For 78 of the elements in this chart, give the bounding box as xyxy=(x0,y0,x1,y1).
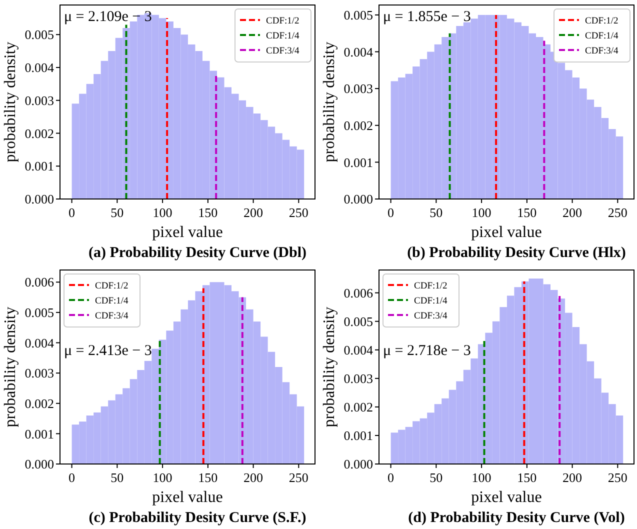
legend-label: CDF:3/4 xyxy=(95,311,129,322)
legend-label: CDF:1/2 xyxy=(414,281,448,292)
y-tick-label: 0.000 xyxy=(24,456,54,472)
y-tick-label: 0.005 xyxy=(344,7,373,22)
y-tick-label: 0.003 xyxy=(24,366,54,381)
x-tick-label: 200 xyxy=(562,470,582,485)
y-tick-label: 0.002 xyxy=(344,118,373,133)
y-tick-label: 0.005 xyxy=(344,314,373,329)
annotation: μ = 2.413e − 3 xyxy=(64,343,152,359)
x-tick-label: 250 xyxy=(288,205,308,220)
y-axis-title: probability density xyxy=(2,42,19,162)
annotation: μ = 1.855e − 3 xyxy=(383,9,471,25)
annotation: μ = 2.718e − 3 xyxy=(383,343,471,359)
y-tick-label: 0.002 xyxy=(24,126,54,141)
x-tick-label: 150 xyxy=(517,470,537,485)
x-tick-label: 0 xyxy=(388,470,394,485)
x-tick-label: 150 xyxy=(517,205,537,220)
legend-label: CDF:3/4 xyxy=(585,46,619,56)
annotation: μ = 2.109e − 3 xyxy=(64,9,152,25)
text: (b) Probability Desity Curve (Hlx) xyxy=(407,245,626,261)
y-tick-label: 0.002 xyxy=(344,399,373,414)
x-tick-label: 0 xyxy=(388,205,394,220)
legend-label: CDF:1/2 xyxy=(95,281,129,292)
legend-label: CDF:1/4 xyxy=(266,31,300,42)
y-axis-title: probability density xyxy=(321,306,338,428)
y-tick-label: 0.006 xyxy=(24,274,54,290)
legend-label: CDF:1/4 xyxy=(414,296,448,306)
y-tick-label: 0.005 xyxy=(24,304,54,320)
legend-label: CDF:1/2 xyxy=(266,16,300,26)
text: (c) Probability Desity Curve (S.F.) xyxy=(88,510,306,526)
x-tick-label: 200 xyxy=(562,205,582,220)
x-tick-label: 200 xyxy=(244,205,264,220)
text: (d) Probability Desity Curve (Vol) xyxy=(408,510,625,526)
legend-label: CDF:1/4 xyxy=(585,31,619,42)
y-tick-label: 0.003 xyxy=(24,92,54,108)
x-tick-label: 100 xyxy=(152,205,172,220)
x-tick-label: 50 xyxy=(430,470,443,485)
x-tick-label: 200 xyxy=(244,470,264,485)
y-tick-label: 0.006 xyxy=(344,285,374,300)
x-tick-label: 100 xyxy=(472,470,492,485)
y-tick-label: 0.004 xyxy=(24,335,54,350)
x-tick-label: 50 xyxy=(430,205,443,220)
y-tick-label: 0.005 xyxy=(24,27,54,42)
y-tick-label: 0.003 xyxy=(344,370,373,386)
text: (a) Probability Desity Curve (Dbl) xyxy=(88,245,307,261)
x-tick-label: 250 xyxy=(288,470,308,485)
y-tick-label: 0.001 xyxy=(344,154,373,170)
legend-label: CDF:3/4 xyxy=(414,311,448,322)
y-tick-label: 0.004 xyxy=(344,44,374,60)
x-tick-label: 250 xyxy=(608,205,628,220)
x-tick-label: 0 xyxy=(68,470,76,485)
legend-label: CDF:1/2 xyxy=(585,16,619,26)
y-tick-label: 0.001 xyxy=(344,428,373,444)
x-axis-title: pixel value xyxy=(152,224,223,241)
x-tick-label: 0 xyxy=(68,205,76,220)
x-axis-title: pixel value xyxy=(471,224,542,241)
legend-label: CDF:3/4 xyxy=(266,46,300,56)
x-tick-label: 250 xyxy=(608,470,628,485)
x-tick-label: 150 xyxy=(198,470,218,485)
x-tick-label: 150 xyxy=(198,205,218,220)
y-tick-label: 0.002 xyxy=(24,396,54,411)
y-tick-label: 0.001 xyxy=(24,426,54,442)
y-tick-label: 0.000 xyxy=(344,456,373,472)
y-tick-label: 0.000 xyxy=(344,192,373,207)
y-tick-label: 0.004 xyxy=(344,342,374,358)
y-tick-label: 0.004 xyxy=(24,60,54,76)
x-axis-title: pixel value xyxy=(152,489,223,506)
x-tick-label: 100 xyxy=(472,205,492,220)
legend-label: CDF:1/4 xyxy=(95,296,129,306)
x-axis-title: pixel value xyxy=(471,489,542,506)
y-tick-label: 0.000 xyxy=(24,192,54,207)
y-tick-label: 0.001 xyxy=(24,158,54,174)
x-tick-label: 100 xyxy=(152,470,172,485)
y-axis-title: probability density xyxy=(2,306,19,428)
y-tick-label: 0.003 xyxy=(344,81,373,96)
x-tick-label: 50 xyxy=(110,205,124,220)
y-axis-title: probability density xyxy=(321,42,338,162)
x-tick-label: 50 xyxy=(110,470,124,485)
